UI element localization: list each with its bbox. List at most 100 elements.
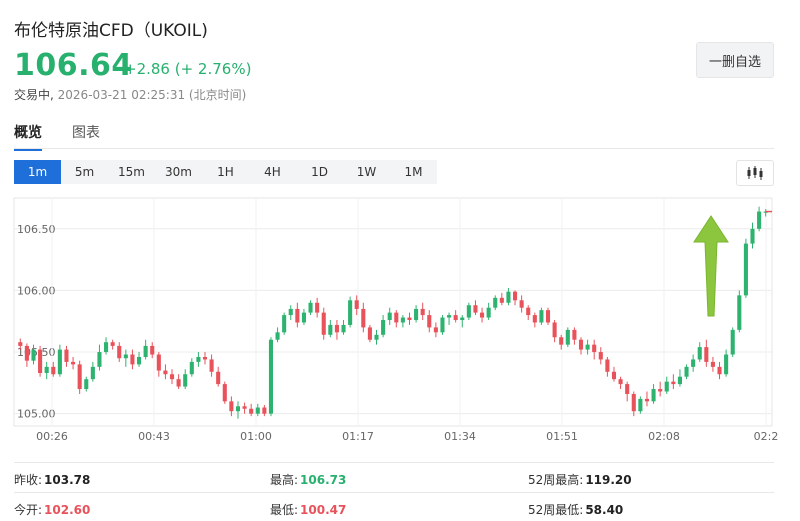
- candle-body: [552, 322, 557, 338]
- stats-row: 昨收: 103.78 最高: 106.73 52周最高: 119.20: [14, 462, 774, 489]
- candle-body: [750, 228, 755, 244]
- stat-open: 今开: 102.60: [14, 501, 90, 518]
- candle-body: [308, 302, 313, 313]
- candle-body: [598, 352, 603, 360]
- stat-value: 119.20: [585, 473, 632, 487]
- candle-body: [644, 398, 650, 402]
- y-tick-label: 105.00: [17, 408, 56, 421]
- candle-body: [625, 384, 630, 394]
- candle-body: [275, 332, 280, 340]
- tab-chart[interactable]: 图表: [72, 125, 100, 141]
- candle-body: [691, 359, 696, 367]
- candle-body: [420, 308, 425, 316]
- candle-body: [763, 211, 768, 213]
- candle-body: [512, 291, 518, 301]
- y-tick-label: 106.50: [17, 223, 56, 236]
- candle-body: [387, 312, 392, 321]
- period-30m[interactable]: 30m: [165, 165, 192, 179]
- candle-body: [592, 344, 597, 353]
- candle-body: [321, 312, 326, 335]
- x-tick-label: 01:34: [444, 430, 476, 443]
- candle-body: [671, 381, 676, 385]
- candle-body: [658, 389, 663, 392]
- candle-body: [136, 356, 142, 365]
- stat-value: 106.73: [300, 473, 347, 487]
- candle-body: [381, 320, 386, 335]
- candle-body: [394, 312, 399, 323]
- candle-body: [38, 349, 43, 374]
- candle-body: [585, 344, 590, 350]
- candle-body: [565, 329, 570, 345]
- candle-body: [183, 374, 188, 387]
- candle-body: [315, 302, 320, 313]
- candle-body: [519, 300, 524, 308]
- candle-body: [559, 337, 564, 345]
- stat-label: 52周最高:: [528, 473, 584, 487]
- candle-body: [189, 361, 194, 375]
- candle-body: [31, 349, 36, 361]
- stat-label: 昨收:: [14, 473, 43, 487]
- candle-body: [743, 243, 748, 296]
- candle-body: [526, 307, 531, 316]
- candle-body: [130, 354, 135, 365]
- candle-body: [57, 349, 62, 375]
- quote-timestamp: 2026-03-21 02:25:31 (北京时间): [57, 88, 247, 102]
- x-tick-label: 00:43: [138, 430, 170, 443]
- candle-body: [618, 379, 623, 385]
- last-price: 106.64: [14, 48, 133, 83]
- candle-body: [539, 310, 544, 323]
- candle-body: [532, 315, 537, 323]
- stat-52w-high: 52周最高: 119.20: [528, 471, 632, 488]
- stat-label: 最低:: [270, 503, 299, 517]
- candle-body: [117, 345, 122, 359]
- y-tick-label: 105.50: [17, 346, 56, 359]
- period-5m[interactable]: 5m: [74, 165, 95, 179]
- period-selector: 1m 5m 15m 30m 1H 4H 1D 1W 1M: [14, 160, 437, 184]
- candle-body: [229, 401, 234, 412]
- candle-body: [578, 339, 584, 350]
- candle-body: [328, 324, 333, 335]
- period-1d[interactable]: 1D: [311, 165, 328, 179]
- candle-body: [737, 295, 742, 330]
- stat-52w-low: 52周最低: 58.40: [528, 501, 623, 518]
- candle-body: [453, 315, 458, 321]
- candle-body: [374, 334, 379, 340]
- candle-body: [354, 300, 359, 309]
- stats-row: 今开: 102.60 最低: 100.47 52周最低: 58.40: [14, 492, 774, 519]
- candle-body: [24, 345, 29, 361]
- candle-body: [242, 406, 247, 409]
- candle-body: [407, 317, 412, 321]
- trading-status-label: 交易中,: [14, 88, 54, 102]
- candle-body: [631, 393, 636, 412]
- candle-body: [143, 345, 148, 357]
- remove-watchlist-button[interactable]: 一删自选: [696, 42, 774, 78]
- candle-body: [638, 398, 643, 412]
- candle-body: [301, 312, 306, 323]
- period-15m[interactable]: 15m: [118, 165, 145, 179]
- period-1mo[interactable]: 1M: [404, 165, 423, 179]
- candle-body: [506, 291, 511, 303]
- candle-body: [724, 354, 729, 375]
- price-chart[interactable]: 105.00 105.50 106.00 106.50 00:26 00:43 01:00 0…: [0, 192, 800, 454]
- tab-overview[interactable]: 概览: [14, 122, 42, 151]
- y-tick-label: 106.00: [17, 284, 56, 297]
- period-1w[interactable]: 1W: [356, 165, 377, 179]
- plot-frame: [13, 197, 773, 427]
- stat-label: 今开:: [14, 503, 43, 517]
- green-up-arrow-icon: [693, 215, 729, 317]
- candle-body: [209, 359, 214, 372]
- period-1m[interactable]: 1m: [14, 160, 61, 184]
- x-tick-label: 02:2: [754, 430, 779, 443]
- chart-type-button[interactable]: [736, 160, 774, 186]
- candle-body: [90, 366, 95, 380]
- stat-low: 最低: 100.47: [270, 501, 346, 518]
- candle-body: [255, 407, 260, 414]
- x-tick-label: 02:08: [648, 430, 680, 443]
- candle-body: [466, 305, 471, 318]
- candle-body: [150, 345, 155, 355]
- period-4h[interactable]: 4H: [264, 165, 281, 179]
- candle-body: [460, 317, 465, 321]
- period-1h[interactable]: 1H: [217, 165, 234, 179]
- candle-body: [84, 379, 89, 390]
- stat-label: 最高:: [270, 473, 299, 487]
